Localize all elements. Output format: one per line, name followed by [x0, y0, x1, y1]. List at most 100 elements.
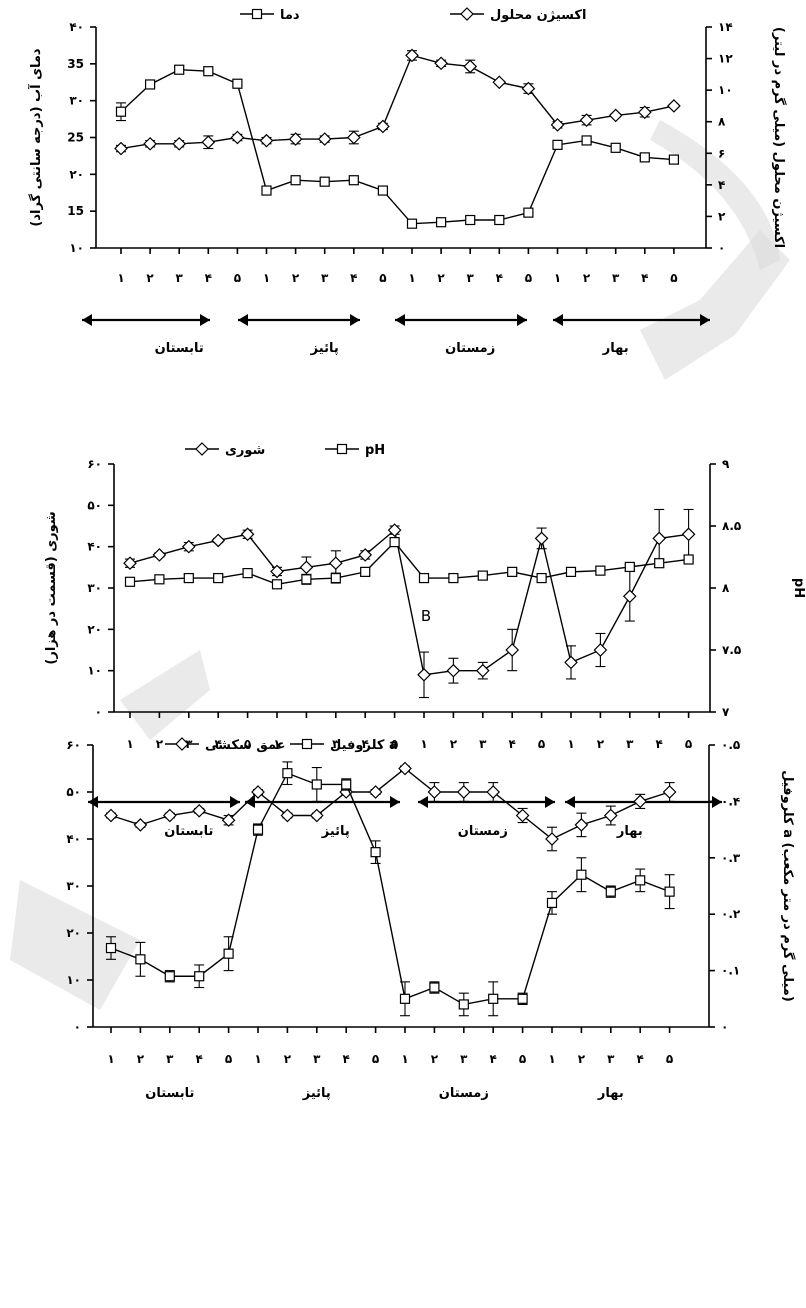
data-point	[114, 141, 128, 156]
data-point	[124, 576, 136, 587]
data-point	[105, 942, 117, 954]
arrow-head-right	[200, 314, 210, 326]
data-point	[436, 217, 447, 228]
data-point	[242, 568, 253, 579]
data-point	[576, 869, 587, 880]
data-point	[330, 572, 341, 584]
y2-tick-label: ۰.۴	[721, 794, 740, 808]
x-tick-label: ۳	[166, 1052, 174, 1066]
data-point	[446, 663, 461, 678]
x-tick-label: ۱	[254, 1052, 261, 1066]
arrow-head-right	[230, 796, 240, 808]
series-2	[114, 48, 681, 156]
x-tick-label: ۵	[391, 737, 398, 751]
season-label: پائیز	[310, 341, 339, 356]
data-point	[387, 523, 402, 537]
arrow-head-right	[350, 314, 360, 326]
legend-label: اکسیژن محلول	[490, 8, 586, 23]
y2-tick-label: ۶	[718, 146, 725, 160]
data-point	[133, 818, 148, 832]
x-tick-label: ۲	[450, 737, 458, 751]
x-tick-label: ۵	[234, 271, 241, 285]
y2-tick-label: ۰.۳	[721, 851, 741, 865]
season-label: پائیز	[302, 1086, 331, 1101]
data-point	[608, 108, 623, 123]
data-point	[406, 218, 418, 229]
x-tick-label: ۱	[401, 1052, 408, 1066]
y-tick-label: ۵۰	[66, 785, 81, 799]
data-point	[552, 139, 563, 150]
data-point	[465, 214, 476, 226]
x-tick-label: ۲	[284, 1052, 292, 1066]
x-tick-label: ۴	[641, 271, 648, 285]
x-tick-label: ۱	[420, 737, 427, 751]
data-point	[574, 818, 589, 832]
series-2	[105, 761, 675, 1017]
x-tick-label: ۳	[313, 1052, 321, 1066]
season-label: پائیز	[321, 824, 350, 839]
series-line	[120, 69, 674, 225]
y2-tick-label: ۰.۱	[721, 964, 740, 978]
x-tick-label: ۴	[215, 737, 222, 751]
legend-marker	[336, 443, 348, 455]
x-tick-label: ۴	[350, 271, 357, 285]
data-point	[662, 785, 677, 799]
arrow-head-right	[545, 796, 555, 808]
arrow-head-left	[82, 314, 92, 326]
data-point	[463, 59, 478, 74]
data-point	[270, 564, 284, 579]
data-point	[377, 185, 388, 196]
data-point	[251, 785, 265, 799]
data-point	[418, 572, 430, 584]
data-point	[610, 142, 621, 153]
x-tick-label: ۱	[548, 1052, 555, 1066]
data-point	[654, 558, 665, 569]
data-point	[488, 993, 499, 1004]
data-point	[348, 175, 359, 186]
data-point	[368, 785, 383, 799]
x-tick-label: ۱	[554, 271, 561, 285]
data-point	[341, 779, 352, 790]
data-point	[360, 566, 371, 577]
data-point	[515, 808, 530, 823]
season-label: بهار	[602, 341, 629, 356]
data-point	[652, 531, 667, 546]
x-tick-label: ۱	[126, 737, 133, 751]
x-tick-label: ۵	[225, 1052, 232, 1066]
watermark	[10, 120, 790, 1010]
data-point	[637, 105, 652, 120]
data-point	[311, 779, 322, 790]
data-point	[550, 118, 565, 132]
x-tick-label: ۳	[467, 271, 475, 285]
x-tick-label: ۵	[372, 1052, 379, 1066]
x-tick-label: ۴	[656, 737, 663, 751]
data-point	[429, 982, 440, 993]
y2-tick-label: ۴	[718, 178, 725, 192]
legend-marker	[251, 8, 263, 20]
data-point	[145, 79, 156, 90]
y-tick-label: ۲۰	[87, 622, 102, 636]
y2-tick-label: ۲	[718, 209, 726, 223]
x-tick-label: ۵	[379, 271, 386, 285]
data-point	[123, 556, 137, 571]
x-tick-label: ۲	[431, 1052, 439, 1066]
data-point	[181, 539, 196, 554]
data-point	[172, 136, 187, 151]
data-point	[211, 533, 226, 548]
x-tick-label: ۵	[538, 737, 545, 751]
y2-tick-label: ۹	[722, 457, 730, 471]
y-axis-title: شوری (قسمت در هزار)	[44, 511, 59, 664]
y-tick-label: ۴۰	[69, 20, 84, 34]
data-point	[635, 875, 646, 886]
x-tick-label: ۴	[362, 737, 369, 751]
data-point	[492, 75, 507, 90]
y-tick-label: ۱۰	[69, 241, 84, 255]
x-tick-label: ۴	[496, 271, 503, 285]
y-tick-label: ۳۰	[69, 94, 84, 108]
data-point	[434, 56, 448, 71]
data-point	[288, 132, 303, 146]
data-point	[252, 824, 264, 835]
arrow-head-left	[238, 314, 248, 326]
